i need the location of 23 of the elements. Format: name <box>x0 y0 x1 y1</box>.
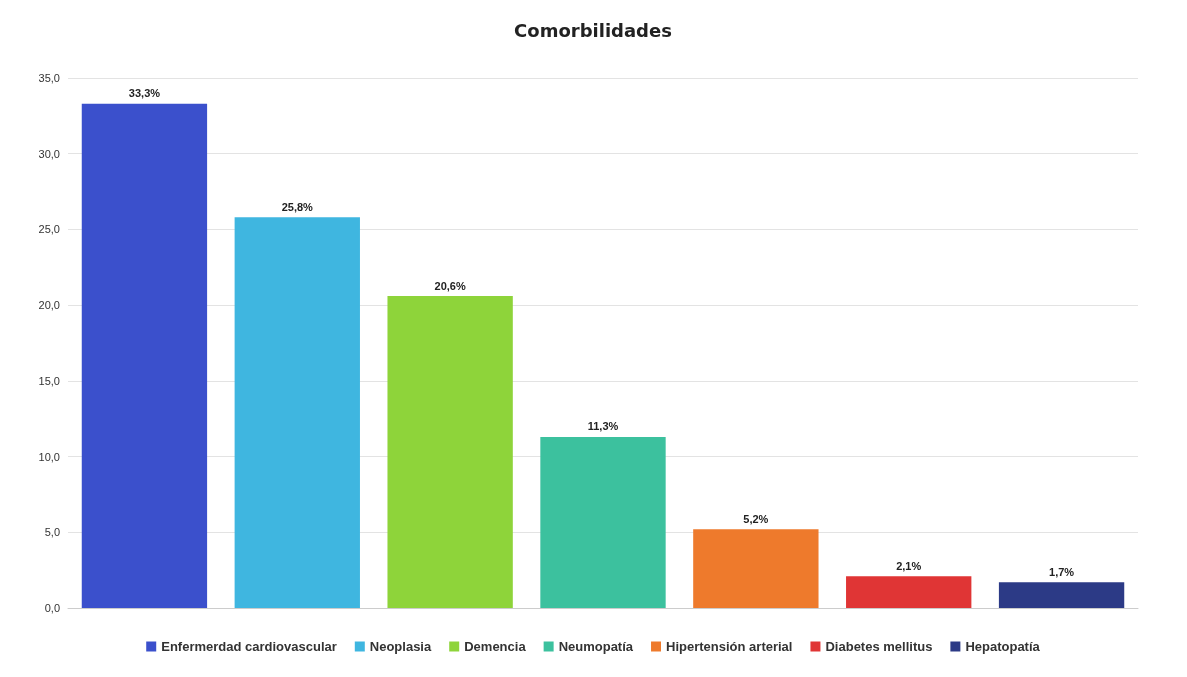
data-label: 33,3% <box>128 87 161 100</box>
data-label: 1,7% <box>1049 565 1075 578</box>
y-tick-label: 25,0 <box>38 223 60 236</box>
y-tick-label: 30,0 <box>38 147 60 160</box>
y-tick-label: 10,0 <box>38 450 60 463</box>
legend-label: Enfermerdad cardiovascular <box>161 639 337 654</box>
y-tick-label: 35,0 <box>38 72 60 84</box>
legend-label: Hipertensión arterial <box>666 639 793 654</box>
legend-label: Hepatopatía <box>965 639 1041 654</box>
data-label: 25,8% <box>281 200 314 213</box>
data-label: 5,2% <box>743 512 769 525</box>
legend-label: Diabetes mellitus <box>825 639 933 654</box>
data-label: 11,3% <box>587 420 619 433</box>
y-tick-label: 20,0 <box>38 299 60 312</box>
y-tick-label: 5,0 <box>44 526 60 539</box>
legend-label: Neumopatía <box>558 639 634 654</box>
y-tick-label: 0,0 <box>44 602 60 614</box>
legend-label: Neoplasia <box>369 639 432 654</box>
legend-label: Demencia <box>464 639 527 654</box>
chart-title: Comorbilidades <box>514 19 672 41</box>
data-label: 2,1% <box>896 559 922 572</box>
data-label: 20,6% <box>434 279 466 292</box>
y-tick-label: 15,0 <box>38 374 60 387</box>
